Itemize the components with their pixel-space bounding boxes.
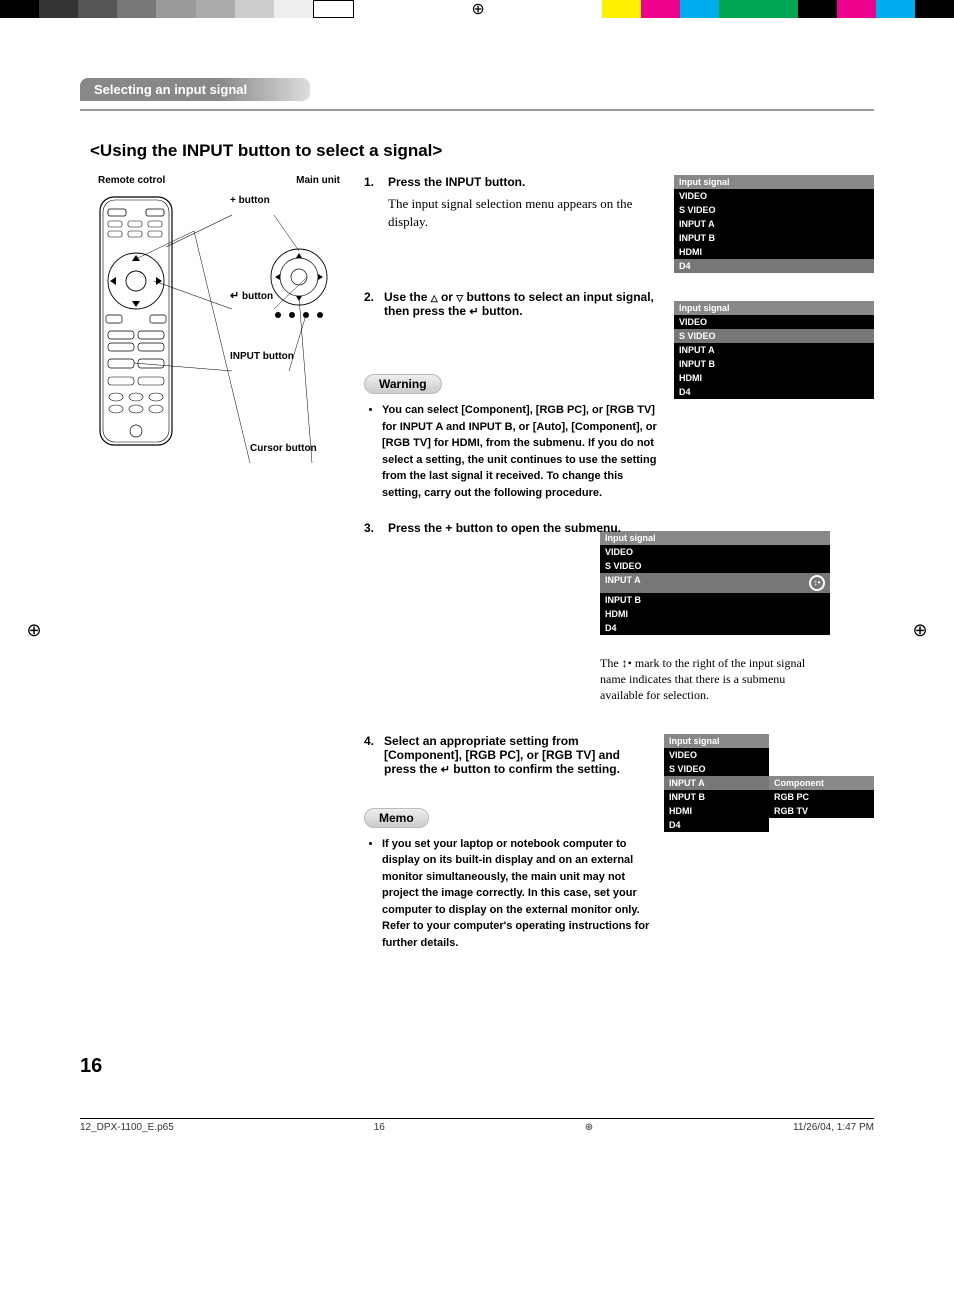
memo-text: If you set your laptop or notebook compu… — [364, 836, 650, 952]
signal-table-1: Input signal VIDEO S VIDEO INPUT A INPUT… — [674, 175, 874, 273]
submenu-note: The ↕• mark to the right of the input si… — [600, 655, 830, 704]
submenu-indicator-icon: ↕• — [809, 575, 825, 591]
mainunit-label: Main unit — [296, 175, 340, 186]
step-1: 1.Press the INPUT button. The input sign… — [364, 175, 660, 230]
remote-diagram: Remote cotrol Main unit + button button … — [90, 175, 350, 485]
remote-label: Remote cotrol — [98, 175, 165, 186]
page-title: <Using the INPUT button to select a sign… — [90, 141, 874, 161]
memo-badge: Memo — [364, 808, 429, 828]
signal-table-4: Input signal VIDEO S VIDEO INPUT A INPUT… — [664, 734, 874, 832]
signal-table-2: Input signal VIDEO S VIDEO INPUT A INPUT… — [674, 301, 874, 399]
calibration-bar: ⊕ — [0, 0, 954, 18]
remote-svg — [94, 191, 344, 471]
footer-meta: 12_DPX-1100_E.p65 16 ⊕ 11/26/04, 1:47 PM — [80, 1118, 874, 1133]
page-number: 16 — [80, 1055, 874, 1078]
step-2: 2. Use the or buttons to select an input… — [364, 290, 660, 318]
warning-badge: Warning — [364, 374, 442, 394]
warning-text: You can select [Component], [RGB PC], or… — [364, 402, 660, 501]
section-header: Selecting an input signal — [80, 78, 310, 101]
divider — [80, 109, 874, 111]
step-4: 4. Select an appropriate setting from [C… — [364, 734, 650, 776]
